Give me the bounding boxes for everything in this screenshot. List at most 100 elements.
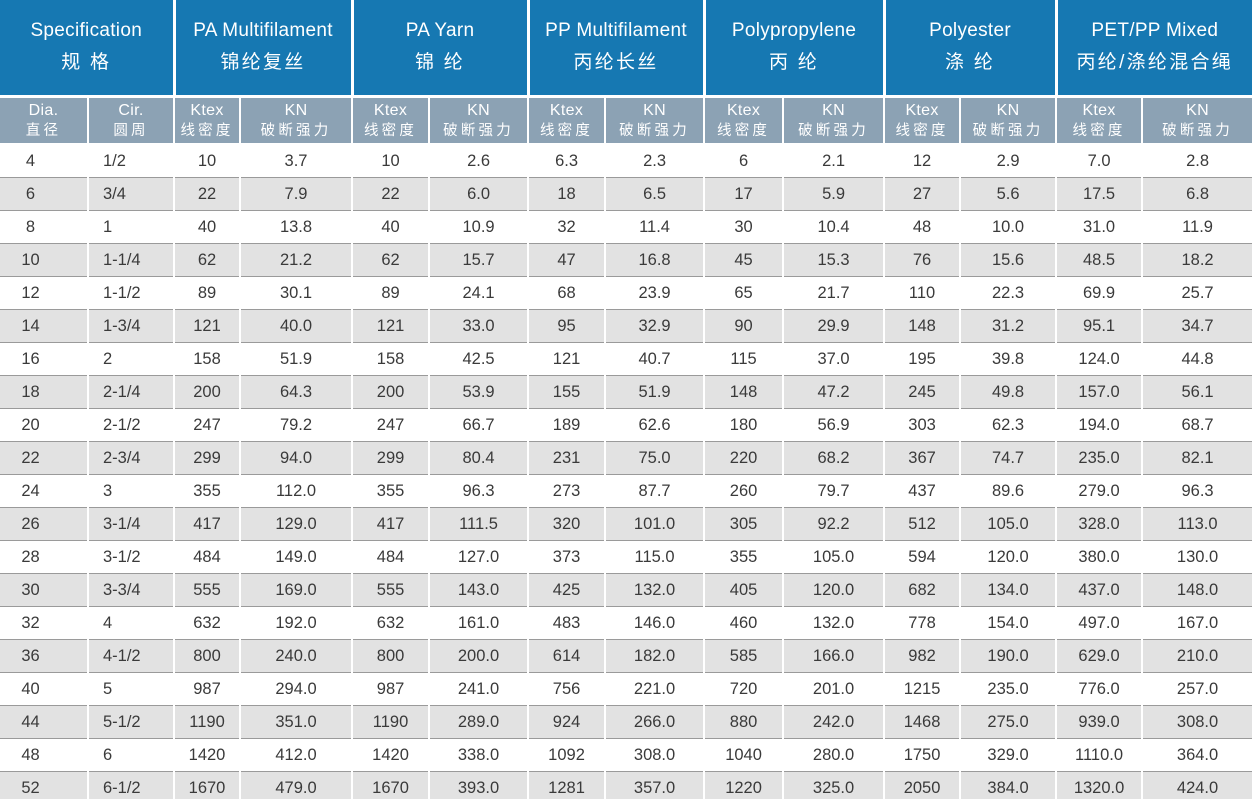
table-cell: 367 — [884, 441, 962, 475]
table-cell: 5-1/2 — [88, 705, 176, 739]
table-cell: 357.0 — [605, 771, 706, 799]
group-title-en: PP Multifilament — [545, 20, 687, 42]
table-cell: 1320.0 — [1056, 771, 1144, 799]
table-cell: 20 — [0, 408, 89, 442]
table-row: 32 4 632 192.0 632 161.0 483 146.0 460 132.0 778 15… — [0, 606, 1252, 640]
table-cell: 62 — [174, 243, 242, 277]
table-cell: 154.0 — [960, 606, 1058, 640]
table-cell: 6.3 — [528, 144, 607, 178]
table-cell: 21.7 — [783, 276, 886, 310]
table-cell: 3-3/4 — [88, 573, 176, 607]
table-cell: 96.3 — [1142, 474, 1252, 508]
column-title-zh: 线密度 — [539, 122, 594, 139]
column-title-en: KN — [1186, 101, 1209, 119]
table-cell: 2.8 — [1142, 144, 1252, 178]
table-cell: 82.1 — [1142, 441, 1252, 475]
table-cell: 64.3 — [240, 375, 354, 409]
table-cell: 22 — [352, 177, 431, 211]
table-cell: 7.0 — [1056, 144, 1144, 178]
table-cell: 6.5 — [605, 177, 706, 211]
table-cell: 5.6 — [960, 177, 1058, 211]
column-title-zh: 线密度 — [180, 122, 234, 139]
table-cell: 6-1/2 — [88, 771, 176, 799]
table-cell: 134.0 — [960, 573, 1058, 607]
table-cell: 40 — [352, 210, 431, 244]
table-cell: 417 — [174, 507, 242, 541]
group-title-en: Polypropylene — [731, 20, 857, 42]
table-cell: 924 — [528, 705, 607, 739]
table-cell: 89 — [174, 276, 242, 310]
table-cell: 4 — [0, 144, 89, 178]
table-cell: 30.1 — [240, 276, 354, 310]
table-cell: 69.9 — [1056, 276, 1144, 310]
table-cell: 800 — [352, 639, 431, 673]
table-cell: 189 — [528, 408, 607, 442]
table-cell: 56.1 — [1142, 375, 1252, 409]
table-cell: 44 — [0, 705, 89, 739]
table-cell: 235.0 — [960, 672, 1058, 706]
column-header: Ktex 线密度 — [1056, 96, 1144, 145]
group-header: PA Multifilament 锦纶复丝 — [174, 0, 354, 98]
table-cell: 22.3 — [960, 276, 1058, 310]
table-cell: 303 — [884, 408, 962, 442]
group-title-zh: 丙纶长丝 — [573, 52, 659, 74]
table-cell: 437.0 — [1056, 573, 1144, 607]
table-cell: 17.5 — [1056, 177, 1144, 211]
group-title-en: PA Yarn — [405, 20, 475, 42]
table-cell: 87.7 — [605, 474, 706, 508]
table-cell: 10 — [0, 243, 89, 277]
column-header: KN 破断强力 — [605, 96, 706, 145]
table-cell: 15.6 — [960, 243, 1058, 277]
table-cell: 15.3 — [783, 243, 886, 277]
table-cell: 245 — [884, 375, 962, 409]
table-cell: 210.0 — [1142, 639, 1252, 673]
table-cell: 614 — [528, 639, 607, 673]
table-cell: 2-1/2 — [88, 408, 176, 442]
table-cell: 51.9 — [240, 342, 354, 376]
table-cell: 484 — [352, 540, 431, 574]
table-cell: 424.0 — [1142, 771, 1252, 799]
table-cell: 2.9 — [960, 144, 1058, 178]
table-cell: 121 — [352, 309, 431, 343]
table-cell: 756 — [528, 672, 607, 706]
table-cell: 182.0 — [605, 639, 706, 673]
table-cell: 127.0 — [429, 540, 530, 574]
table-cell: 289.0 — [429, 705, 530, 739]
column-header: KN 破断强力 — [240, 96, 354, 145]
column-title-zh: 线密度 — [363, 122, 418, 139]
group-title-en: PA Multifilament — [193, 20, 333, 42]
table-cell: 44.8 — [1142, 342, 1252, 376]
table-cell: 79.7 — [783, 474, 886, 508]
table-cell: 143.0 — [429, 573, 530, 607]
group-title-zh: 锦 纶 — [414, 52, 466, 74]
table-cell: 148 — [884, 309, 962, 343]
table-cell: 121 — [528, 342, 607, 376]
table-cell: 982 — [884, 639, 962, 673]
column-header: Ktex 线密度 — [528, 96, 607, 145]
table-cell: 1670 — [352, 771, 431, 799]
table-cell: 1420 — [352, 738, 431, 772]
table-cell: 479.0 — [240, 771, 354, 799]
table-cell: 194.0 — [1056, 408, 1144, 442]
column-title-en: Ktex — [549, 101, 584, 119]
table-cell: 62 — [352, 243, 431, 277]
group-header: Polyester 涤 纶 — [884, 0, 1058, 98]
table-row: 26 3-1/4 417 129.0 417 111.5 320 101.0 305 92.2 51… — [0, 507, 1252, 541]
table-cell: 158 — [174, 342, 242, 376]
group-header: PA Yarn 锦 纶 — [352, 0, 530, 98]
table-cell: 89 — [352, 276, 431, 310]
table-cell: 76 — [884, 243, 962, 277]
table-cell: 221.0 — [605, 672, 706, 706]
table-cell: 987 — [174, 672, 242, 706]
table-cell: 10.0 — [960, 210, 1058, 244]
column-title-zh: 破断强力 — [260, 122, 332, 139]
table-cell: 130.0 — [1142, 540, 1252, 574]
table-cell: 1468 — [884, 705, 962, 739]
column-header: Ktex 线密度 — [352, 96, 431, 145]
table-cell: 1/2 — [88, 144, 176, 178]
column-header: Dia. 直径 — [0, 96, 89, 145]
table-cell: 939.0 — [1056, 705, 1144, 739]
table-cell: 129.0 — [240, 507, 354, 541]
table-cell: 115 — [704, 342, 785, 376]
